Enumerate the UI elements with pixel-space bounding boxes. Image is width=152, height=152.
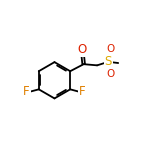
Text: O: O <box>106 69 115 79</box>
Text: O: O <box>78 43 87 56</box>
Text: F: F <box>23 85 30 98</box>
Text: O: O <box>106 44 115 54</box>
Text: F: F <box>79 85 86 98</box>
Text: S: S <box>105 55 112 68</box>
